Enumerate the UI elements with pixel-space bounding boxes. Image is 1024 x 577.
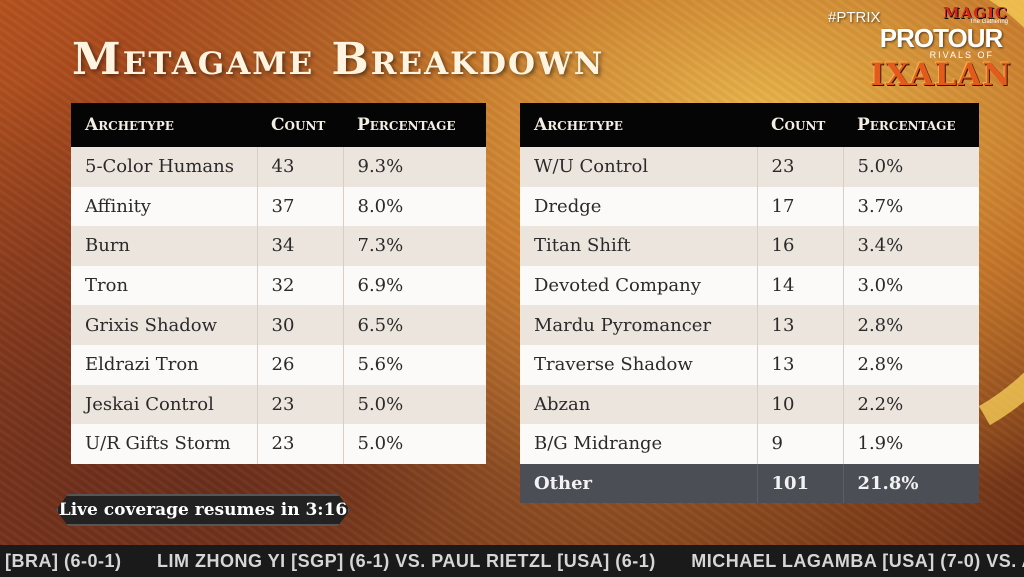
table-row: Titan Shift 16 3.4%: [520, 226, 979, 266]
cell-percentage: 6.5%: [342, 305, 486, 345]
table-row: Affinity 37 8.0%: [71, 186, 486, 227]
table-row: U/R Gifts Storm 23 5.0%: [71, 424, 486, 464]
pro-tour-logo: MAGIC The Gathering PROTOUR RIVALS OF IX…: [866, 4, 1016, 93]
table-header-row: Archetype Count Percentage: [520, 103, 979, 147]
cell-count: 13: [756, 305, 843, 345]
cell-archetype: Affinity: [71, 186, 257, 227]
cell-archetype: 5-Color Humans: [71, 147, 257, 187]
cell-percentage: 5.6%: [342, 344, 486, 385]
cell-percentage: 1.9%: [842, 424, 979, 464]
cell-count: 13: [756, 344, 843, 385]
cell-percentage: 3.7%: [842, 186, 979, 227]
results-ticker: [BRA] (6-0-1) LIM ZHONG YI [SGP] (6-1) V…: [0, 545, 1024, 577]
cell-count: 32: [256, 265, 343, 306]
table-row: 5-Color Humans 43 9.3%: [71, 147, 486, 187]
cell-percentage: 6.9%: [342, 265, 486, 306]
ticker-item: LIM ZHONG YI [SGP] (6-1) VS. PAUL RIETZL…: [157, 551, 656, 571]
table-row: Burn 34 7.3%: [71, 226, 486, 266]
cell-percentage: 2.8%: [842, 305, 979, 345]
cell-archetype: Mardu Pyromancer: [520, 305, 757, 345]
cell-archetype: Dredge: [520, 186, 757, 227]
magic-logo-text: MAGIC: [942, 4, 1008, 22]
cell-percentage: 21.8%: [842, 463, 979, 504]
cell-count: 23: [256, 384, 343, 425]
cell-count: 9: [756, 424, 843, 464]
cell-archetype: W/U Control: [520, 147, 757, 187]
metagame-table-right: Archetype Count Percentage W/U Control 23…: [520, 103, 979, 504]
cell-percentage: 2.8%: [842, 344, 979, 385]
table-row: Eldrazi Tron 26 5.6%: [71, 344, 486, 385]
cell-archetype: Other: [520, 463, 757, 504]
ticker-item: MICHAEL LAGAMBA [USA] (7-0) VS. A: [691, 551, 1024, 571]
table-row: Tron 32 6.9%: [71, 265, 486, 306]
ticker-item: [BRA] (6-0-1): [5, 551, 122, 571]
metagame-table-left: Archetype Count Percentage 5-Color Human…: [71, 103, 486, 464]
ixalan-logo-text: IXALAN: [870, 57, 1012, 93]
hashtag: #PTRIX: [828, 9, 881, 26]
header-archetype: Archetype: [520, 103, 757, 147]
cell-archetype: U/R Gifts Storm: [71, 424, 257, 464]
cell-archetype: Grixis Shadow: [71, 305, 257, 345]
cell-count: 37: [256, 186, 343, 227]
header-percentage: Percentage: [343, 103, 486, 147]
table-row: B/G Midrange 9 1.9%: [520, 424, 979, 464]
cell-percentage: 9.3%: [342, 147, 486, 187]
cell-percentage: 7.3%: [342, 226, 486, 266]
table-row: Mardu Pyromancer 13 2.8%: [520, 305, 979, 345]
cell-count: 10: [756, 384, 843, 425]
coverage-resume-banner: Live coverage resumes in 3:16: [56, 494, 350, 526]
cell-count: 17: [756, 186, 843, 227]
cell-count: 26: [256, 344, 343, 385]
cell-archetype: Tron: [71, 265, 257, 306]
cell-archetype: Burn: [71, 226, 257, 266]
cell-count: 16: [756, 226, 843, 266]
table-header-row: Archetype Count Percentage: [71, 103, 486, 147]
cell-count: 23: [256, 424, 343, 464]
cell-count: 23: [756, 147, 843, 187]
table-row: W/U Control 23 5.0%: [520, 147, 979, 187]
cell-percentage: 8.0%: [342, 186, 486, 227]
cell-archetype: Jeskai Control: [71, 384, 257, 425]
table-row: Dredge 17 3.7%: [520, 186, 979, 227]
header-count: Count: [257, 103, 343, 147]
header-count: Count: [757, 103, 843, 147]
table-row: Jeskai Control 23 5.0%: [71, 384, 486, 425]
table-row: Abzan 10 2.2%: [520, 384, 979, 425]
page-title: Metagame Breakdown: [72, 34, 605, 85]
table-row: Other 101 21.8%: [520, 463, 979, 504]
cell-count: 43: [256, 147, 343, 187]
cell-archetype: Abzan: [520, 384, 757, 425]
cell-archetype: B/G Midrange: [520, 424, 757, 464]
header-percentage: Percentage: [843, 103, 979, 147]
cell-archetype: Titan Shift: [520, 226, 757, 266]
cell-count: 101: [756, 463, 843, 504]
cell-percentage: 2.2%: [842, 384, 979, 425]
cell-percentage: 5.0%: [342, 384, 486, 425]
rivals-logo-text: RIVALS OF: [929, 50, 994, 60]
cell-percentage: 3.4%: [842, 226, 979, 266]
gathering-logo-text: The Gathering: [969, 19, 1008, 25]
cell-archetype: Traverse Shadow: [520, 344, 757, 385]
cell-percentage: 5.0%: [842, 147, 979, 187]
protour-logo-text: PROTOUR: [879, 23, 1004, 53]
cell-percentage: 5.0%: [342, 424, 486, 464]
table-row: Grixis Shadow 30 6.5%: [71, 305, 486, 345]
table-row: Devoted Company 14 3.0%: [520, 265, 979, 306]
cell-count: 30: [256, 305, 343, 345]
cell-count: 34: [256, 226, 343, 266]
cell-archetype: Devoted Company: [520, 265, 757, 306]
cell-archetype: Eldrazi Tron: [71, 344, 257, 385]
header-archetype: Archetype: [71, 103, 257, 147]
cell-count: 14: [756, 265, 843, 306]
cell-percentage: 3.0%: [842, 265, 979, 306]
table-row: Traverse Shadow 13 2.8%: [520, 344, 979, 385]
